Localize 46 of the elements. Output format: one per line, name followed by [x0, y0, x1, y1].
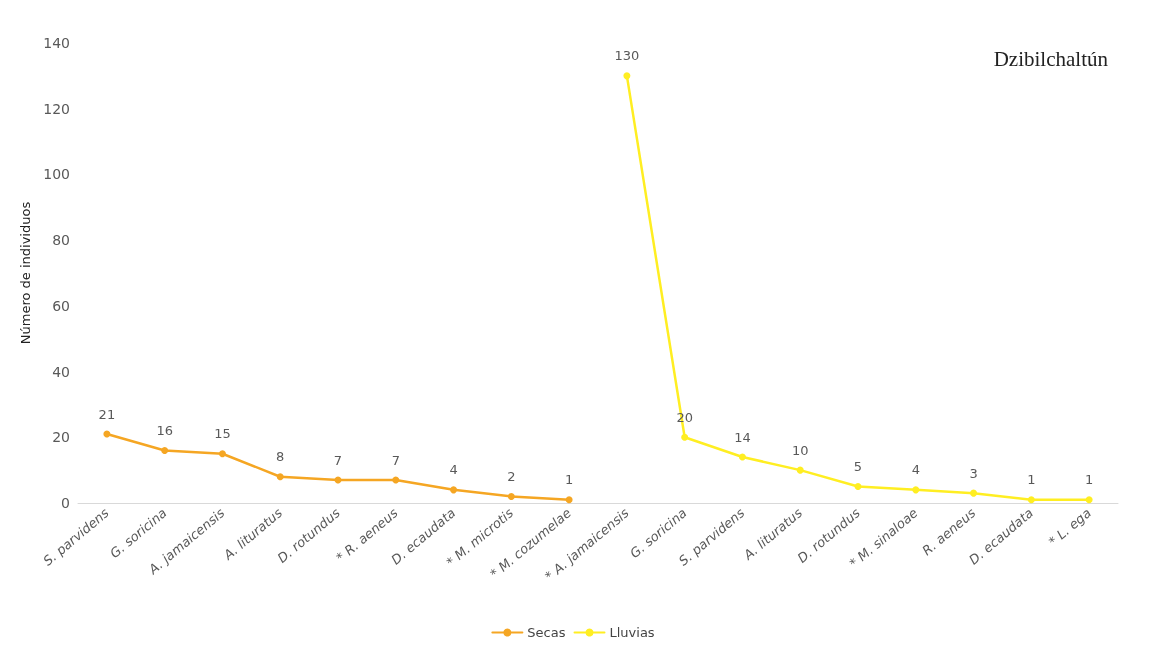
data-label: 1 — [1084, 472, 1094, 488]
point — [276, 473, 284, 481]
data-label: 14 — [734, 429, 751, 445]
point — [565, 496, 573, 504]
y-tick-label: 100 — [43, 166, 70, 183]
point — [796, 466, 804, 474]
data-label: 5 — [853, 459, 863, 475]
point — [507, 492, 515, 500]
point — [970, 489, 978, 497]
point — [681, 433, 689, 441]
annotation: Dzibilchaltún — [993, 46, 1109, 71]
y-tick-label: 0 — [61, 495, 70, 511]
data-label: 8 — [276, 449, 285, 465]
data-label: 21 — [98, 406, 116, 422]
point — [450, 486, 458, 494]
data-label: 7 — [391, 452, 400, 468]
data-label: 130 — [614, 48, 640, 64]
data-label: 10 — [791, 442, 809, 458]
y-tick-label: 60 — [52, 297, 70, 314]
data-label: 4 — [911, 462, 920, 478]
y-tick-label: 140 — [43, 35, 70, 51]
point — [161, 446, 169, 454]
point — [623, 72, 631, 80]
point — [738, 453, 746, 461]
point — [912, 486, 920, 494]
y-tick-label: 20 — [52, 429, 70, 446]
point — [1085, 496, 1093, 504]
data-label: 1 — [564, 472, 574, 488]
legend-label: Secas — [527, 625, 566, 640]
y-tick-label: 80 — [52, 232, 70, 249]
data-label: 1 — [1027, 472, 1036, 488]
point — [218, 450, 226, 458]
point — [1027, 496, 1035, 504]
data-label: 7 — [333, 452, 343, 468]
y-axis-title: Número de individuos — [18, 201, 34, 345]
point — [392, 476, 400, 484]
data-label: 3 — [969, 465, 978, 481]
legend-label: Lluvias — [609, 625, 655, 640]
y-tick-label: 40 — [52, 363, 70, 380]
data-label: 2 — [507, 468, 516, 484]
point — [854, 483, 862, 491]
y-tick-label: 120 — [43, 100, 70, 117]
data-label: 15 — [214, 426, 231, 442]
x-tick-label: * L. ega — [1045, 505, 1094, 550]
data-label: 16 — [156, 422, 173, 438]
data-label: 4 — [449, 462, 458, 478]
